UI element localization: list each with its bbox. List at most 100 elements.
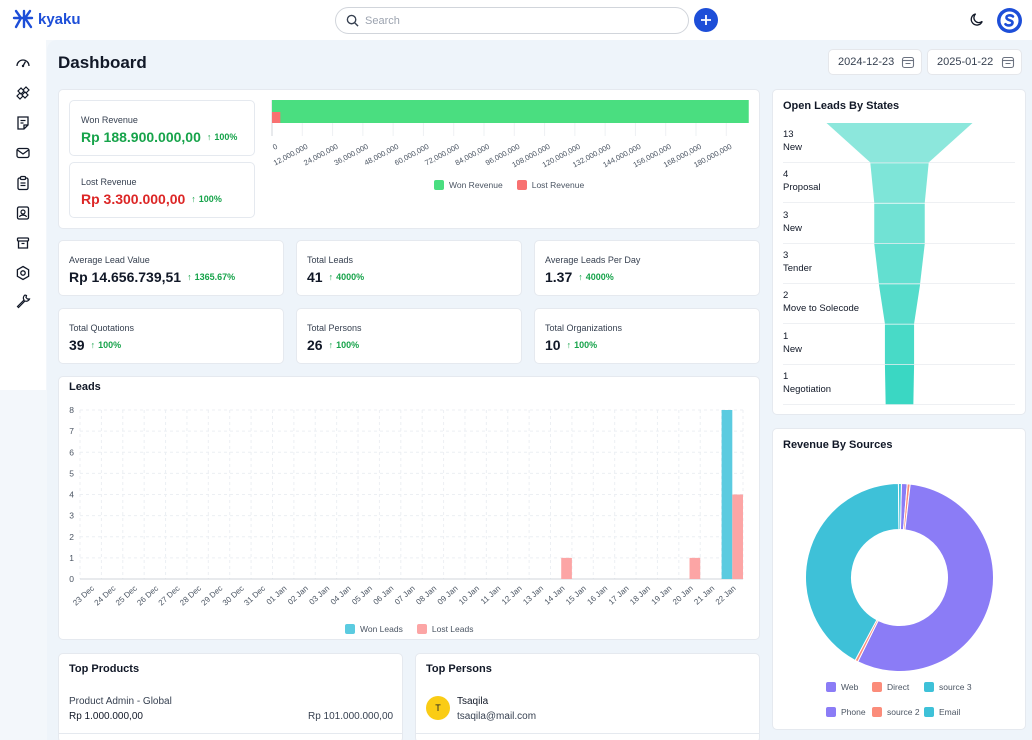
legend-lost-leads[interactable]: Lost Leads [416, 624, 473, 634]
lost-revenue-pct: 100% [198, 194, 222, 204]
stat-card: Average Leads Per Day 1.37 ↑ 4000% [534, 240, 760, 296]
leads-card [58, 376, 760, 640]
arrow-up-icon: ↑ [206, 132, 212, 142]
divider [415, 733, 760, 734]
leads-xtick-label: 08 Jan [414, 584, 438, 607]
leads-xtick-label: 11 Jan [479, 584, 502, 606]
leads-xtick-label: 15 Jan [564, 584, 588, 607]
stat-label: Total Quotations [69, 323, 135, 333]
leads-ytick-label: 1 [69, 553, 74, 563]
sidebar-item-contacts[interactable] [14, 204, 32, 222]
link-icon [16, 86, 30, 100]
legend-web[interactable]: Web [826, 682, 872, 692]
revenue-bar-lost-revenue [272, 112, 281, 123]
leads-xtick-label: 18 Jan [628, 584, 652, 607]
stat-label: Total Persons [307, 323, 362, 333]
divider [58, 733, 403, 734]
moon-icon [970, 13, 983, 26]
legend-email[interactable]: Email [924, 707, 984, 717]
won-revenue-label: Won Revenue [81, 115, 138, 125]
funnel-segment [874, 203, 925, 244]
legend-direct[interactable]: Direct [872, 682, 924, 692]
legend-source-3[interactable]: source 3 [924, 682, 984, 692]
leads-legend: Won Leads Lost Leads [345, 624, 473, 634]
stat-label: Average Lead Value [69, 255, 150, 265]
sidebar-item-settings[interactable] [14, 264, 32, 282]
stat-card: Total Quotations 39 ↑ 100% [58, 308, 284, 364]
stat-card: Average Lead Value Rp 14.656.739,51 ↑ 1365.… [58, 240, 284, 296]
search-input[interactable] [365, 14, 665, 27]
funnel-label: New [783, 343, 803, 355]
theme-toggle-button[interactable] [969, 11, 986, 33]
date-from-picker[interactable]: 2024-12-23 [828, 49, 922, 75]
person-name[interactable]: Tsaqila [457, 696, 489, 707]
stat-label: Total Leads [307, 255, 354, 265]
plus-icon [701, 15, 711, 25]
leads-xtick-label: 07 Jan [393, 584, 417, 607]
lost-revenue-value: Rp 3.300.000,00 [81, 191, 186, 207]
sidebar-item-products[interactable] [14, 234, 32, 252]
legend-phone[interactable]: Phone [826, 707, 872, 717]
legend-won-revenue[interactable]: Won Revenue [434, 180, 503, 190]
legend-won-leads[interactable]: Won Leads [345, 624, 403, 634]
leads-ytick-label: 3 [69, 511, 74, 521]
date-from-value: 2024-12-23 [838, 56, 895, 68]
product-total: Rp 101.000.000,00 [308, 711, 394, 722]
donut-slice-source-3 [897, 483, 902, 531]
stat-pct: 4000% [585, 272, 614, 282]
revenue-sources-legend: Web Direct source 3 Phone source 2 Email [826, 682, 996, 717]
leads-title: Leads [69, 381, 101, 393]
funnel-label: New [783, 142, 803, 153]
sticky-note-icon [17, 116, 29, 130]
stat-pct: 100% [574, 340, 598, 350]
stat-pct: 4000% [336, 272, 365, 282]
search-bar[interactable] [335, 7, 689, 34]
funnel-label: Tender [783, 262, 813, 274]
date-to-picker[interactable]: 2025-01-22 [927, 49, 1022, 75]
stat-pct: 100% [98, 340, 122, 350]
sidebar-item-tasks[interactable] [14, 174, 32, 192]
date-to-value: 2025-01-22 [937, 56, 994, 68]
lost-revenue-box: Lost Revenue Rp 3.300.000,00 ↑ 100% [69, 162, 255, 218]
leads-ytick-label: 6 [69, 447, 74, 457]
sidebar-item-mail[interactable] [14, 144, 32, 162]
calendar-icon [1001, 56, 1015, 69]
product-name[interactable]: Product Admin - Global [69, 696, 172, 707]
arrow-up-icon: ↑ [328, 272, 334, 282]
leads-xtick-label: 30 Dec [221, 584, 246, 608]
top-products-card [58, 653, 403, 740]
legend-lost-revenue[interactable]: Lost Revenue [516, 180, 584, 190]
clipboard-icon [17, 175, 29, 191]
arrow-up-icon: ↑ [566, 340, 572, 350]
add-button[interactable] [694, 8, 718, 32]
funnel-count: 2 [783, 290, 789, 302]
leads-xtick-label: 10 Jan [457, 584, 481, 607]
donut-slice-phone [857, 483, 994, 672]
person-avatar: T [426, 696, 450, 720]
funnel-count: 3 [783, 209, 789, 221]
leads-ytick-label: 4 [69, 490, 74, 500]
sidebar-item-dashboard[interactable] [14, 54, 32, 72]
revenue-bar-won-revenue [272, 100, 749, 123]
legend-source-2[interactable]: source 2 [872, 707, 924, 717]
leads-bar-lost-leads [689, 557, 701, 579]
leads-xtick-label: 23 Dec [71, 584, 96, 608]
app-logo[interactable]: kyaku [12, 9, 81, 29]
sidebar-item-integrations[interactable] [14, 84, 32, 102]
leads-xtick-label: 12 Jan [500, 584, 524, 607]
user-avatar[interactable] [997, 8, 1022, 33]
revenue-sources-title: Revenue By Sources [783, 439, 893, 451]
funnel-count: 13 [783, 129, 794, 140]
revenue-bar-chart: 012,000,00024,000,00036,000,00048,000,00… [271, 100, 749, 169]
funnel-segment [826, 123, 973, 163]
funnel-segment [878, 284, 921, 324]
funnel-count: 3 [783, 249, 789, 261]
leads-ytick-label: 8 [69, 405, 74, 415]
open-leads-funnel [826, 123, 973, 405]
open-leads-title: Open Leads By States [783, 100, 900, 112]
funnel-segment [884, 324, 915, 364]
sidebar-item-notes[interactable] [14, 114, 32, 132]
stat-value: 1.37 [545, 269, 573, 285]
sidebar-item-tools[interactable] [14, 292, 32, 310]
